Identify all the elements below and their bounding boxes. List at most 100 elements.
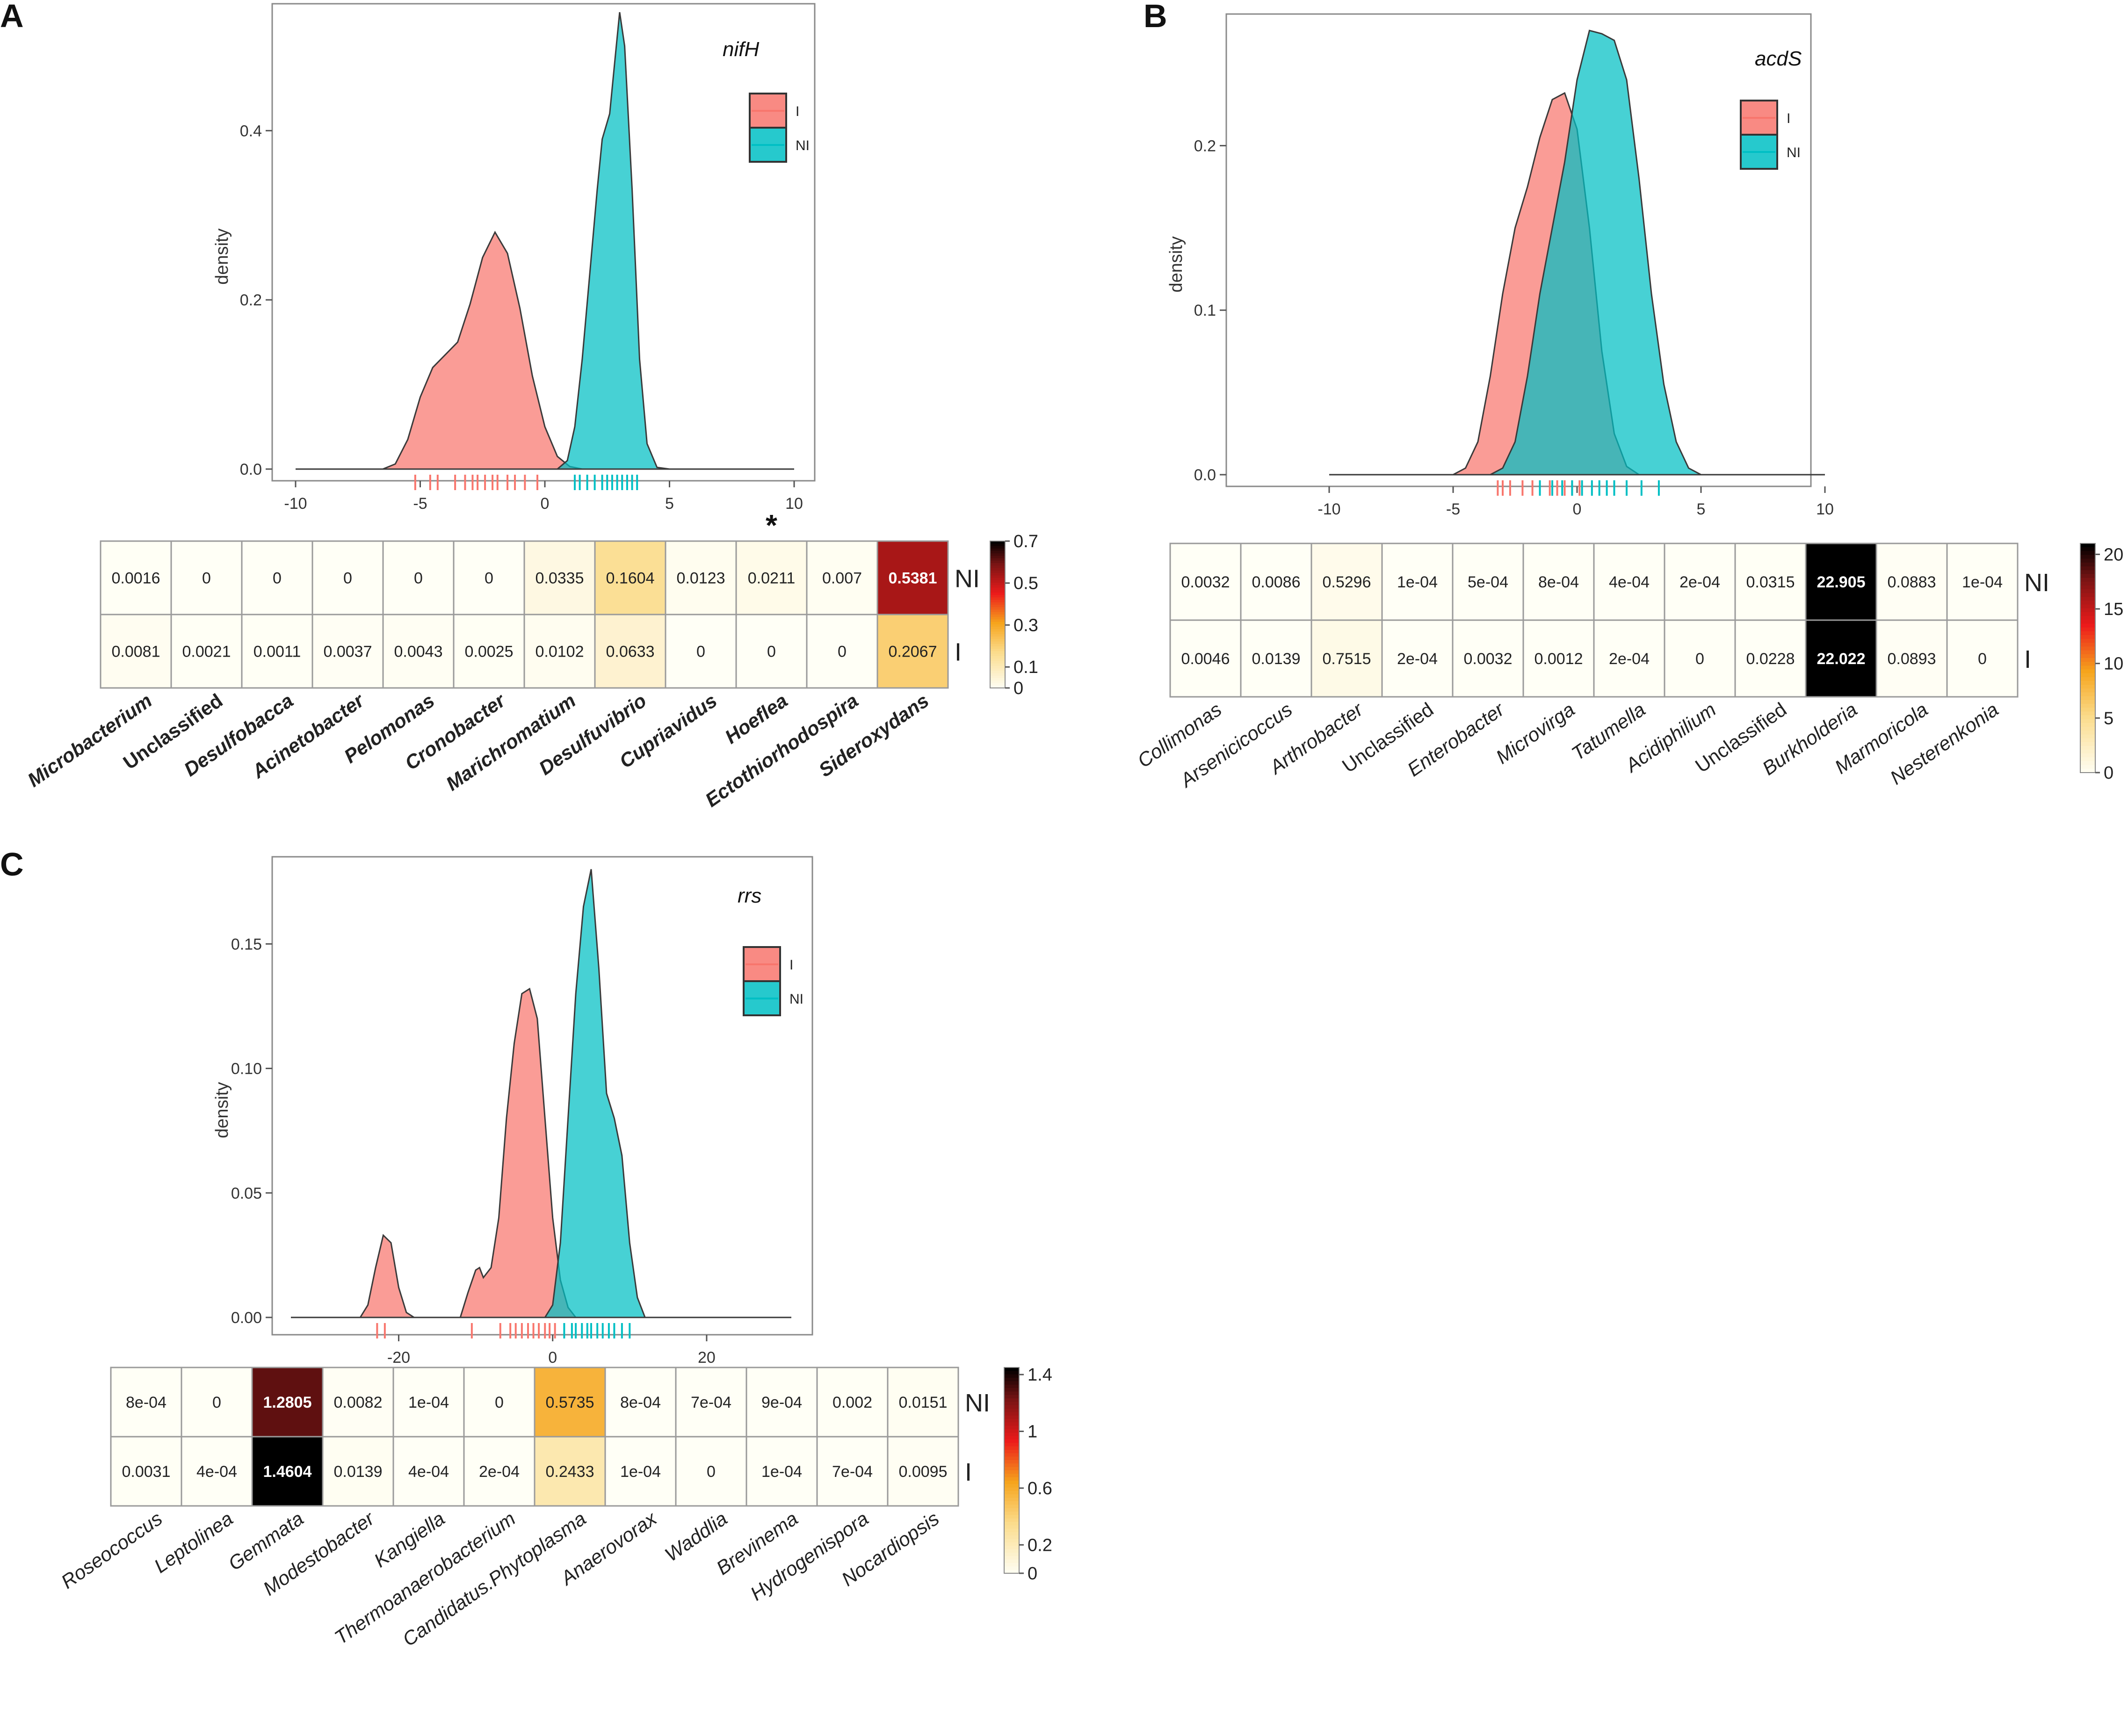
heatmap-cell-value: 0.0123 bbox=[677, 570, 725, 587]
heatmap-cell-value: 0.5296 bbox=[1323, 573, 1371, 591]
heatmap-cell-value: 1e-04 bbox=[761, 1463, 802, 1481]
heatmap-cell-value: 5e-04 bbox=[1468, 573, 1508, 591]
colorbar-segment bbox=[1004, 1553, 1019, 1557]
panel-c: C -20 0 20 0.00 0.05 0.10 0.15 density rrs I NI 8e-0… bbox=[0, 846, 1052, 1650]
heatmap-cell-value: 2e-04 bbox=[1609, 650, 1650, 668]
colorbar-tick-label: 20 bbox=[2104, 545, 2123, 564]
colorbar-segment bbox=[1004, 1456, 1019, 1461]
colorbar-segment bbox=[2080, 620, 2095, 624]
colorbar-segment bbox=[2080, 608, 2095, 613]
heatmap-cell bbox=[887, 1367, 959, 1438]
heatmap-cell bbox=[665, 540, 737, 615]
y-tick-label: 0.00 bbox=[231, 1309, 262, 1327]
colorbar-segment bbox=[1004, 1384, 1019, 1389]
colorbar-tick-label: 15 bbox=[2104, 600, 2123, 619]
gene-title: rrs bbox=[738, 884, 761, 907]
colorbar-segment bbox=[1004, 1505, 1019, 1509]
colorbar-segment bbox=[990, 615, 1005, 618]
colorbar-segment bbox=[1004, 1374, 1019, 1378]
legend-label: NI bbox=[789, 991, 803, 1007]
heatmap-cell bbox=[382, 614, 455, 689]
heatmap-column-label: Hydrogenispora bbox=[746, 1507, 873, 1605]
colorbar-segment bbox=[990, 627, 1005, 630]
heatmap-cell-value: 0.2067 bbox=[889, 643, 937, 661]
heatmap-cell bbox=[876, 614, 949, 689]
plot-frame bbox=[271, 3, 816, 482]
colorbar-segment bbox=[2080, 616, 2095, 621]
colorbar-segment bbox=[2080, 600, 2095, 605]
colorbar-segment bbox=[990, 609, 1005, 613]
heatmap-cell-value: 7e-04 bbox=[691, 1394, 731, 1411]
y-axis-label: density bbox=[212, 228, 232, 284]
colorbar-tick-label: 0.1 bbox=[1013, 658, 1038, 677]
colorbar-segment bbox=[990, 612, 1005, 615]
colorbar-segment bbox=[2080, 551, 2095, 556]
colorbar-segment bbox=[2080, 631, 2095, 636]
colorbar-tick-label: 0 bbox=[2104, 763, 2114, 783]
colorbar-segment bbox=[1004, 1484, 1019, 1488]
heatmap-column-label: Roseococcus bbox=[57, 1507, 166, 1593]
colorbar-segment bbox=[990, 680, 1005, 684]
x-tick-label: -5 bbox=[1446, 500, 1460, 518]
heatmap-cell bbox=[1946, 542, 2019, 621]
heatmap-cell-value: 0 bbox=[212, 1394, 221, 1411]
heatmap-cell-value: 4e-04 bbox=[408, 1463, 449, 1481]
colorbar-segment bbox=[990, 637, 1005, 640]
colorbar-segment bbox=[990, 558, 1005, 561]
colorbar-segment bbox=[2080, 574, 2095, 579]
heatmap-cell bbox=[1875, 542, 1948, 621]
heatmap-cell-value: 0 bbox=[767, 643, 776, 661]
colorbar-segment bbox=[2080, 669, 2095, 674]
colorbar-segment bbox=[990, 568, 1005, 571]
colorbar-segment bbox=[2080, 765, 2095, 769]
heatmap-cell-value: 0.0102 bbox=[536, 643, 584, 661]
heatmap-cell-value: 0.0032 bbox=[1464, 650, 1513, 668]
heatmap-row-label: NI bbox=[955, 565, 980, 593]
heatmap-cell bbox=[110, 1436, 182, 1507]
legend-label: NI bbox=[796, 138, 810, 153]
heatmap-cell-value: 0 bbox=[696, 643, 705, 661]
colorbar-tick-label: 0 bbox=[1028, 1564, 1037, 1584]
heatmap-cell-value: 0 bbox=[202, 570, 211, 587]
colorbar-segment bbox=[990, 550, 1005, 554]
density-curve-ni bbox=[291, 869, 791, 1318]
x-tick-label: 0 bbox=[1573, 500, 1582, 518]
heatmap-cell-value: 0.0139 bbox=[334, 1463, 383, 1481]
heatmap-row-label: NI bbox=[965, 1389, 990, 1417]
colorbar-segment bbox=[2080, 665, 2095, 670]
density-curve-i bbox=[291, 987, 791, 1318]
heatmap-row-label: I bbox=[2024, 645, 2031, 673]
heatmap-cell bbox=[816, 1436, 889, 1507]
heatmap-row-label: I bbox=[965, 1458, 972, 1486]
colorbar-segment bbox=[2080, 708, 2095, 712]
heatmap-cell bbox=[523, 614, 596, 689]
colorbar-segment bbox=[2080, 734, 2095, 739]
density-curve-ni bbox=[1329, 29, 1825, 476]
colorbar-segment bbox=[990, 592, 1005, 596]
colorbar-segment bbox=[1004, 1443, 1019, 1447]
colorbar-frame bbox=[990, 541, 1006, 688]
panel-a: A -10 -5 0 5 10 0.0 0.2 0.4 density nifH I NI 0.0016 0… bbox=[0, 0, 1038, 811]
heatmap-cell-value: 0.0211 bbox=[748, 570, 795, 587]
colorbar-segment bbox=[1004, 1367, 1019, 1372]
heatmap-cell-value: 0.0151 bbox=[899, 1394, 948, 1411]
colorbar-segment bbox=[990, 629, 1005, 632]
colorbar-segment bbox=[2080, 646, 2095, 651]
heatmap-cell-value: 0 bbox=[707, 1463, 716, 1481]
heatmap-cell bbox=[876, 540, 949, 615]
y-tick-label: 0.4 bbox=[240, 122, 262, 140]
colorbar-segment bbox=[1004, 1535, 1019, 1540]
colorbar-segment bbox=[1004, 1432, 1019, 1437]
colorbar-segment bbox=[990, 597, 1005, 600]
colorbar-segment bbox=[990, 685, 1005, 688]
heatmap-cell-value: 0 bbox=[343, 570, 352, 587]
heatmap-cell-value: 0.0081 bbox=[112, 643, 160, 661]
colorbar-segment bbox=[2080, 719, 2095, 723]
colorbar-segment bbox=[2080, 662, 2095, 666]
colorbar-segment bbox=[1004, 1446, 1019, 1450]
heatmap-cell-value: 0.0012 bbox=[1534, 650, 1583, 668]
heatmap-cell bbox=[746, 1367, 818, 1438]
colorbar-segment bbox=[2080, 558, 2095, 563]
colorbar-segment bbox=[2080, 570, 2095, 575]
